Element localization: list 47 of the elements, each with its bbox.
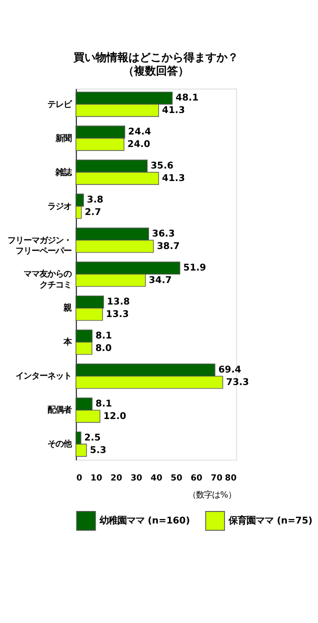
- x-tick-label: 60: [190, 472, 203, 482]
- data-label: 8.1: [96, 330, 112, 342]
- data-label: 38.7: [156, 240, 180, 252]
- x-tick-label: 20: [110, 472, 122, 482]
- x-tick-label: 0: [76, 472, 82, 482]
- y-tick-label: 親: [62, 302, 72, 313]
- data-label: 41.3: [162, 104, 185, 116]
- data-label: 24.4: [128, 126, 152, 138]
- x-tick-label: 10: [90, 472, 102, 482]
- x-tick-label: 70: [210, 472, 223, 482]
- data-label: 2.5: [84, 432, 101, 444]
- data-label: 13.8: [106, 296, 130, 308]
- y-tick-label: インターネット: [15, 370, 72, 381]
- data-label: 5.3: [90, 444, 106, 456]
- data-label: 48.1: [176, 92, 199, 104]
- data-label: 35.6: [150, 160, 174, 172]
- data-label: 41.3: [162, 172, 185, 184]
- legend-label: 保育園ママ (n=75): [228, 514, 313, 526]
- x-tick-label: 50: [170, 472, 182, 482]
- x-tick-label: 40: [150, 472, 162, 482]
- data-label: 12.0: [103, 410, 126, 422]
- y-tick-label: 雑誌: [54, 166, 72, 177]
- data-label: 8.1: [96, 398, 112, 410]
- data-label: 24.0: [127, 138, 150, 150]
- chart-title: 買い物情報はどこから得ますか？: [72, 50, 239, 64]
- y-tick-label: 本: [62, 336, 72, 347]
- legend-label: 幼稚園ママ (n=160): [98, 515, 190, 526]
- chart-subtitle: （複数回答）: [123, 64, 190, 78]
- y-tick-label: フリーマガジン・フリーペーパー: [7, 234, 72, 256]
- data-label: 8.0: [95, 342, 112, 354]
- data-label: 3.8: [86, 194, 104, 206]
- y-tick-label: 配偶者: [47, 404, 72, 415]
- y-tick-label: テレビ: [47, 98, 72, 109]
- text: （数字は%）: [188, 490, 236, 500]
- y-tick-label: ラジオ: [47, 200, 72, 211]
- x-tick-label: 30: [130, 472, 142, 482]
- data-label: 13.3: [106, 308, 129, 320]
- y-tick-label: 新聞: [54, 132, 72, 143]
- data-label: 69.4: [218, 364, 242, 376]
- data-label: 51.9: [183, 262, 206, 274]
- data-label: 34.7: [148, 274, 172, 286]
- y-tick-label: ママ友からのクチコミ: [23, 268, 72, 290]
- y-tick-label: その他: [47, 438, 72, 449]
- data-label: 2.7: [84, 206, 102, 218]
- data-label: 36.3: [152, 228, 175, 240]
- data-label: 73.3: [226, 376, 250, 388]
- x-tick-label: 80: [224, 472, 237, 482]
